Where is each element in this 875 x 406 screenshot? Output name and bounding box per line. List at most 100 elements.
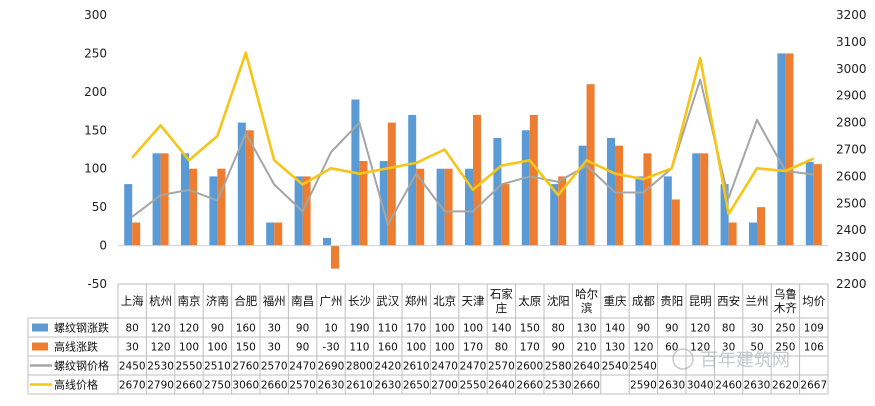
bar-wire-change — [529, 114, 538, 246]
left-axis-tick-label: 150 — [84, 123, 107, 137]
table-value-cell: 80 — [552, 323, 565, 335]
bar-wire-change — [813, 164, 822, 246]
left-axis-tick-label: 300 — [84, 8, 107, 22]
right-axis-tick-label: 2600 — [836, 169, 867, 183]
table-value-cell: 2530 — [545, 380, 572, 392]
left-axis-tick-label: 0 — [99, 239, 107, 253]
bar-rebar-change — [805, 161, 814, 246]
table-value-cell: 2420 — [374, 361, 401, 373]
table-value-cell: 10 — [324, 323, 337, 335]
table-value-cell: 2800 — [346, 361, 373, 373]
bar-rebar-change — [379, 161, 388, 246]
table-value-cell: 2660 — [261, 380, 288, 392]
table-value-cell: 2600 — [516, 361, 543, 373]
table-value-cell: 100 — [207, 342, 227, 354]
table-value-cell: 30 — [268, 342, 281, 354]
table-value-cell: 30 — [126, 342, 139, 354]
bar-rebar-change — [720, 184, 729, 246]
table-value-cell: 2610 — [346, 380, 373, 392]
bar-wire-change — [643, 153, 652, 246]
bar-rebar-change — [635, 176, 644, 246]
bar-wire-change — [444, 168, 453, 246]
table-value-cell: 80 — [495, 342, 508, 354]
right-axis-tick-label: 2400 — [836, 223, 867, 237]
table-value-cell: 160 — [236, 323, 256, 335]
category-label: 北京 — [433, 294, 456, 308]
table-value-cell: 2540 — [630, 361, 657, 373]
table-value-cell: 110 — [349, 342, 369, 354]
table-value-cell: 2750 — [204, 380, 231, 392]
category-label: 沈阳 — [547, 294, 570, 308]
table-value-cell: 3060 — [232, 380, 259, 392]
table-value-cell: 50 — [750, 342, 763, 354]
table-value-cell: 3040 — [687, 380, 714, 392]
table-value-cell: 2660 — [176, 380, 203, 392]
category-label: 杭州 — [149, 294, 172, 308]
category-label: 乌鲁 — [774, 287, 797, 301]
table-value-cell: 90 — [296, 323, 309, 335]
legend-series-name: 高线涨跌 — [54, 340, 98, 354]
table-value-cell: 2760 — [232, 361, 259, 373]
bar-rebar-change — [521, 130, 530, 246]
bar-rebar-change — [181, 153, 189, 246]
table-value-cell: 250 — [775, 323, 795, 335]
table-value-cell: 2540 — [602, 361, 629, 373]
table-value-cell: 90 — [552, 342, 565, 354]
bar-wire-change — [217, 168, 226, 246]
table-value-cell: 90 — [296, 342, 309, 354]
table-value-cell: 106 — [804, 342, 824, 354]
watermark: 百年建筑网 — [672, 348, 790, 371]
series-line-wire-price — [131, 51, 815, 216]
bar-rebar-change — [266, 222, 275, 246]
bar-wire-change — [615, 145, 623, 246]
category-label: 南京 — [178, 294, 201, 308]
category-label: 广州 — [320, 294, 343, 308]
table-value-cell: 150 — [520, 323, 540, 335]
table-value-cell: 2700 — [431, 380, 458, 392]
bar-rebar-change — [663, 176, 672, 246]
bar-rebar-change — [749, 222, 757, 246]
left-axis-tick-label: 200 — [84, 85, 107, 99]
table-value-cell: 2630 — [374, 380, 401, 392]
right-axis-tick-label: 2800 — [836, 116, 867, 130]
table-value-cell: 120 — [179, 323, 199, 335]
table-value-cell: 2640 — [573, 361, 600, 373]
category-label: 哈尔 — [575, 287, 598, 301]
bar-rebar-change — [323, 237, 331, 246]
table-value-cell: 2660 — [516, 380, 543, 392]
table-value-cell: 109 — [804, 323, 824, 335]
table-value-cell: 110 — [378, 323, 398, 335]
table-value-cell: 2570 — [488, 361, 515, 373]
bar-wire-change — [189, 168, 197, 246]
category-label: 福州 — [263, 294, 286, 308]
table-value-cell: 160 — [378, 342, 398, 354]
category-label: 长沙 — [348, 294, 371, 308]
category-label: 庄 — [496, 301, 508, 315]
table-value-cell: 170 — [463, 342, 483, 354]
table-value-cell: 2630 — [744, 380, 771, 392]
bar-wire-change — [160, 153, 169, 246]
data-table: 上海 杭州 南京 济南 合肥 福州 南昌 广州 长沙 武汉 郑州 北京 天津 石家庄 太原 沈阳 哈尔滨 重庆 成都… — [27, 283, 829, 395]
category-label: 郑州 — [405, 294, 428, 308]
table-value-cell: 2670 — [119, 380, 146, 392]
legend-series-name: 螺纹钢价格 — [54, 359, 109, 373]
table-value-cell: 170 — [520, 342, 540, 354]
table-value-cell: 2570 — [261, 361, 288, 373]
bar-wire-change — [359, 161, 368, 246]
category-label: 天津 — [462, 294, 485, 308]
category-label: 贵阳 — [660, 294, 683, 308]
category-label: 西安 — [717, 294, 740, 308]
table-value-cell: 2550 — [460, 380, 487, 392]
table-value-cell: 2580 — [545, 361, 572, 373]
table-value-cell: 2640 — [488, 380, 515, 392]
table-value-cell: 210 — [577, 342, 597, 354]
bar-wire-change — [132, 222, 141, 246]
bar-wire-change — [302, 176, 311, 246]
table-value-cell: 80 — [126, 323, 139, 335]
category-label: 济南 — [206, 294, 229, 308]
bar-wire-change — [700, 153, 709, 246]
left-axis-tick-label: 50 — [92, 200, 107, 214]
table-value-cell: 2470 — [431, 361, 458, 373]
